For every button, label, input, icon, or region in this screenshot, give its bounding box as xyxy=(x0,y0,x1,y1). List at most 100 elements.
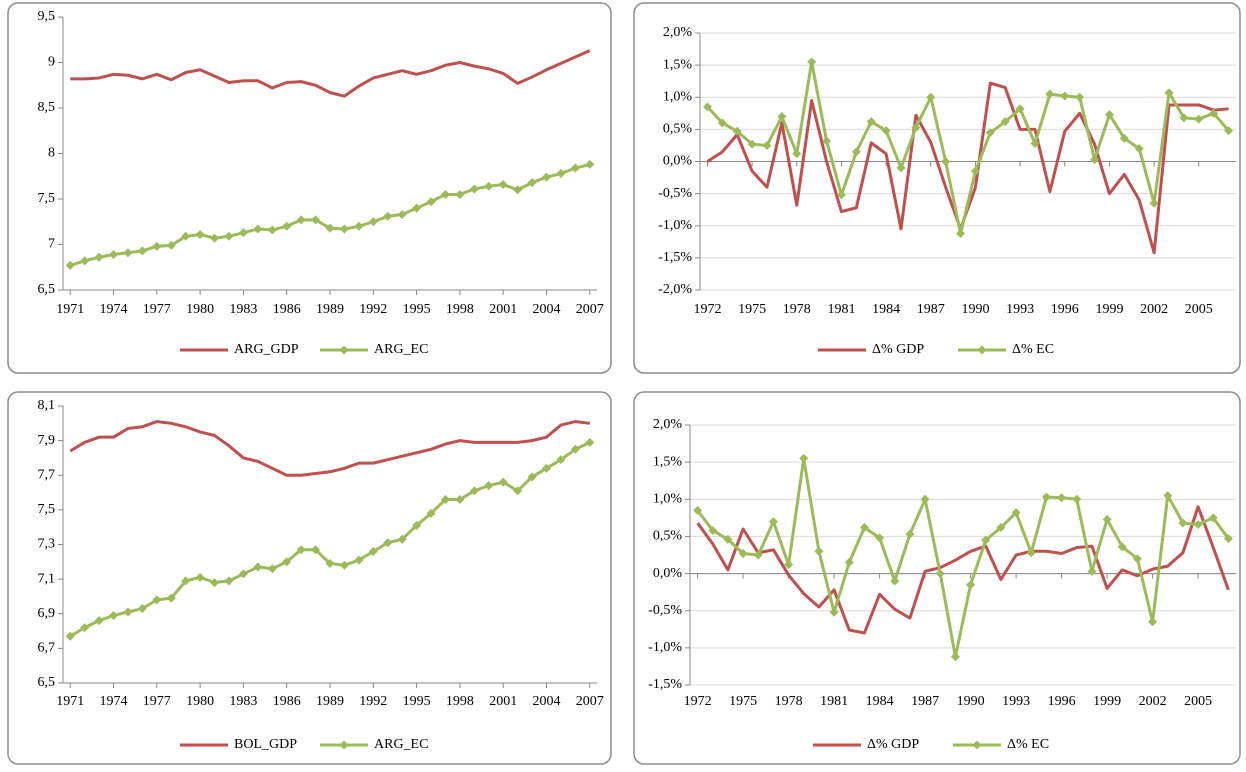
x-tick-label: 1993 xyxy=(1002,694,1030,709)
marker xyxy=(253,224,263,234)
marker xyxy=(911,122,921,132)
x-tick-label: 1971 xyxy=(56,302,84,317)
x-tick-label: 1983 xyxy=(229,302,257,317)
marker xyxy=(238,569,248,579)
marker xyxy=(498,477,508,487)
marker xyxy=(412,203,422,213)
y-tick-label: 6,5 xyxy=(38,282,56,297)
marker xyxy=(224,576,234,586)
marker xyxy=(966,580,976,590)
marker xyxy=(137,246,147,256)
x-tick-label: 1995 xyxy=(403,302,431,317)
series-line xyxy=(69,420,590,477)
marker xyxy=(152,241,162,251)
marker xyxy=(368,217,378,227)
x-tick-label: 1971 xyxy=(56,694,84,709)
marker xyxy=(527,178,537,188)
x-tick-label: 1978 xyxy=(783,302,811,317)
marker xyxy=(267,564,277,574)
y-tick-label: 7,1 xyxy=(38,571,56,586)
marker xyxy=(784,560,794,570)
marker xyxy=(708,525,718,535)
y-tick-label: -1,0% xyxy=(658,218,692,233)
y-tick-label: 8,5 xyxy=(38,100,56,115)
marker xyxy=(799,453,809,463)
marker xyxy=(1075,92,1085,102)
marker xyxy=(1045,89,1055,99)
x-tick-label: 1989 xyxy=(316,694,344,709)
marker xyxy=(1102,514,1112,524)
x-tick-label: 1986 xyxy=(273,302,301,317)
x-tick-label: 1978 xyxy=(775,694,803,709)
marker xyxy=(296,215,306,225)
marker xyxy=(585,159,595,169)
x-tick-label: 1992 xyxy=(359,302,387,317)
y-tick-label: 1,5% xyxy=(653,454,683,469)
marker xyxy=(1178,518,1188,528)
marker xyxy=(1060,91,1070,101)
marker xyxy=(253,562,263,572)
marker xyxy=(383,538,393,548)
marker xyxy=(1087,566,1097,576)
marker xyxy=(1015,104,1025,114)
x-tick-label: 2004 xyxy=(532,302,560,317)
panel xyxy=(633,2,1241,374)
marker xyxy=(859,523,869,533)
marker xyxy=(950,652,960,662)
panel xyxy=(7,2,612,374)
marker xyxy=(527,472,537,482)
marker xyxy=(210,578,220,588)
marker xyxy=(325,559,335,569)
y-tick-label: -1,0% xyxy=(648,640,682,655)
y-tick-label: -1,5% xyxy=(658,250,692,265)
marker xyxy=(282,221,292,231)
marker xyxy=(723,534,733,544)
marker xyxy=(282,557,292,567)
y-tick-label: 2,0% xyxy=(653,417,683,432)
marker xyxy=(94,252,104,262)
y-tick-label: 6,5 xyxy=(38,675,56,690)
marker xyxy=(469,184,479,194)
marker xyxy=(498,179,508,189)
x-tick-label: 1975 xyxy=(729,694,757,709)
marker xyxy=(195,572,205,582)
x-tick-label: 1998 xyxy=(446,694,474,709)
marker xyxy=(238,228,248,238)
x-tick-label: 1998 xyxy=(446,302,474,317)
marker xyxy=(455,189,465,199)
series-line xyxy=(70,49,591,98)
marker xyxy=(469,486,479,496)
x-tick-label: 1987 xyxy=(917,302,945,317)
marker xyxy=(94,616,104,626)
x-tick-label: 1992 xyxy=(359,694,387,709)
marker xyxy=(440,189,450,199)
marker xyxy=(844,557,854,567)
marker xyxy=(109,250,119,260)
marker xyxy=(570,444,580,454)
x-tick-label: 1984 xyxy=(866,694,894,709)
marker xyxy=(311,215,321,225)
y-tick-label: 7 xyxy=(48,237,55,252)
marker xyxy=(166,593,176,603)
marker xyxy=(738,549,748,559)
x-tick-label: 1986 xyxy=(273,694,301,709)
y-tick-label: 7,5 xyxy=(38,502,56,517)
x-tick-label: 1972 xyxy=(684,694,712,709)
marker xyxy=(768,517,778,527)
x-tick-label: 1996 xyxy=(1048,694,1076,709)
y-tick-label: 1,0% xyxy=(663,89,693,104)
x-tick-label: 1980 xyxy=(186,302,214,317)
x-tick-label: 1977 xyxy=(143,302,171,317)
legend-label: BOL_GDP xyxy=(234,737,297,752)
x-tick-label: 1987 xyxy=(911,694,939,709)
marker xyxy=(1224,126,1234,136)
marker xyxy=(311,545,321,555)
x-tick-label: 2005 xyxy=(1185,302,1213,317)
x-tick-label: 1989 xyxy=(316,302,344,317)
marker xyxy=(996,523,1006,533)
x-tick-label: 1975 xyxy=(738,302,766,317)
legend-marker xyxy=(977,345,987,355)
marker xyxy=(181,231,191,241)
legend-label: Δ% GDP xyxy=(867,737,919,752)
marker xyxy=(339,560,349,570)
